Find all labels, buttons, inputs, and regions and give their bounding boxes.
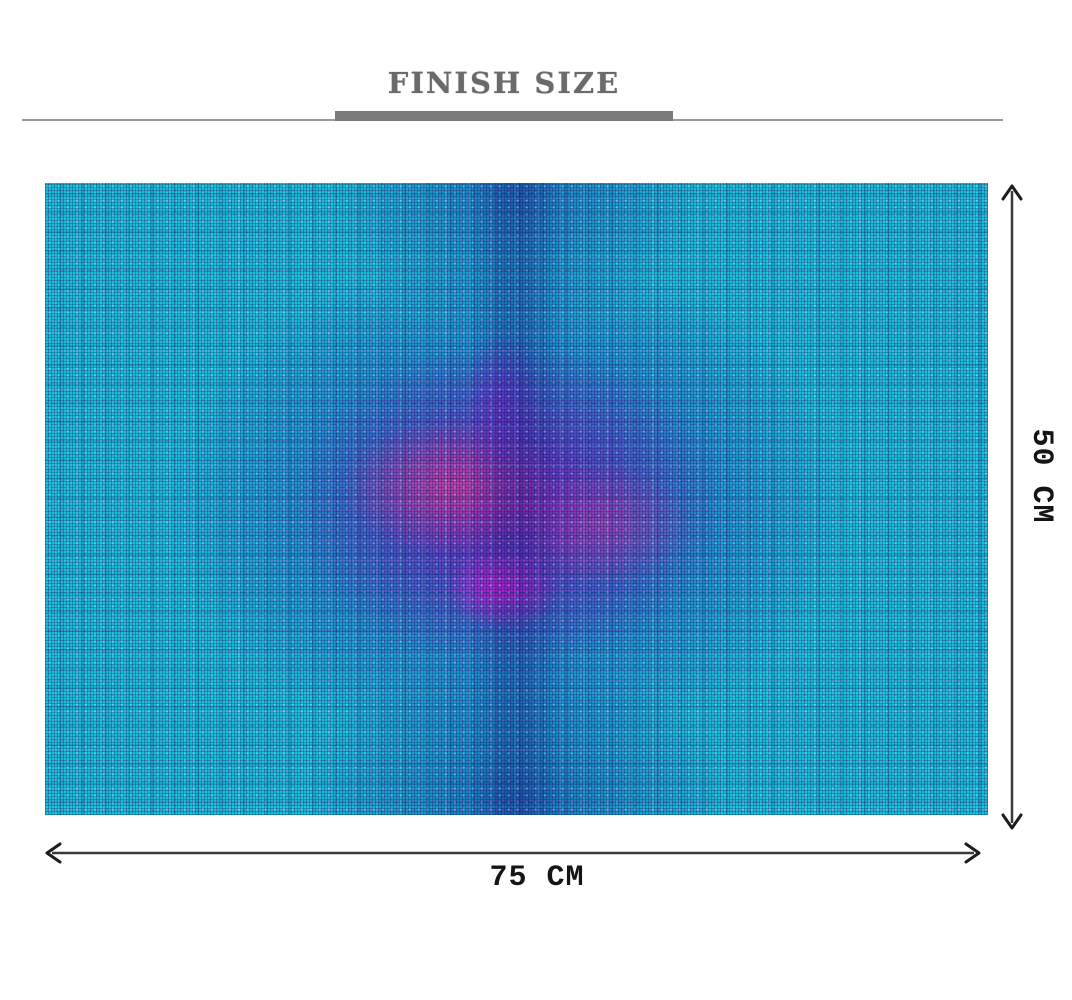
height-dimension-label: 50 CM [1024,428,1058,524]
product-artwork-image [45,183,988,815]
page-title: FINISH SIZE [387,66,621,100]
arrow-down-icon [1001,813,1023,830]
title-underline-bar [335,111,673,121]
width-dimension-arrow [45,842,981,864]
height-dimension-arrow [1001,184,1023,830]
arrow-up-icon [1001,184,1023,201]
arrow-left-icon [45,842,62,864]
width-dimension-label: 75 CM [489,861,585,895]
arrow-right-icon [964,842,981,864]
